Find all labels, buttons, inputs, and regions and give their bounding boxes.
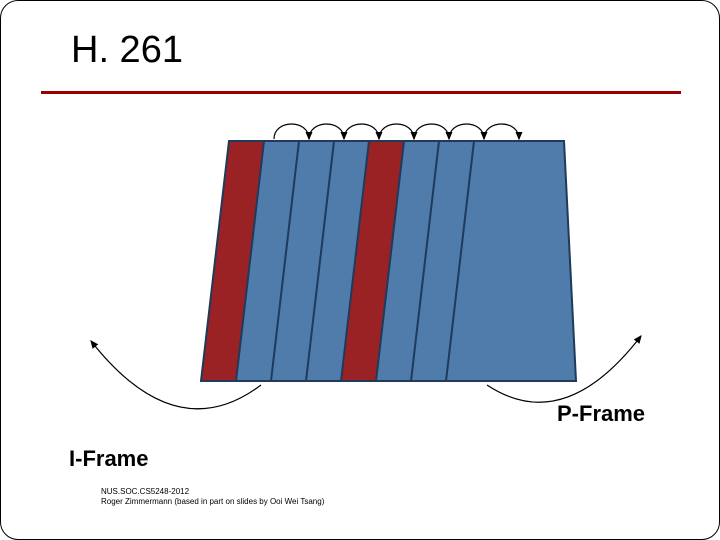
footer-line2: Roger Zimmermann (based in part on slide… — [101, 497, 324, 507]
prediction-arc — [309, 124, 344, 139]
prediction-arc — [274, 124, 309, 139]
prediction-arc — [379, 124, 414, 139]
footer-line1: NUS.SOC.CS5248-2012 — [101, 487, 324, 497]
prediction-arc — [449, 124, 484, 139]
frames-group — [201, 141, 576, 381]
label-iframe: I-Frame — [69, 446, 148, 472]
top-arcs-group — [274, 124, 519, 139]
prediction-arc — [414, 124, 449, 139]
prediction-arc — [344, 124, 379, 139]
slide-root: H. 261 P-Frame I-Frame NUS.SOC.CS5248-20… — [0, 0, 720, 540]
prediction-arc — [484, 124, 519, 139]
label-pframe: P-Frame — [557, 401, 645, 427]
footer: NUS.SOC.CS5248-2012 Roger Zimmermann (ba… — [101, 487, 324, 507]
